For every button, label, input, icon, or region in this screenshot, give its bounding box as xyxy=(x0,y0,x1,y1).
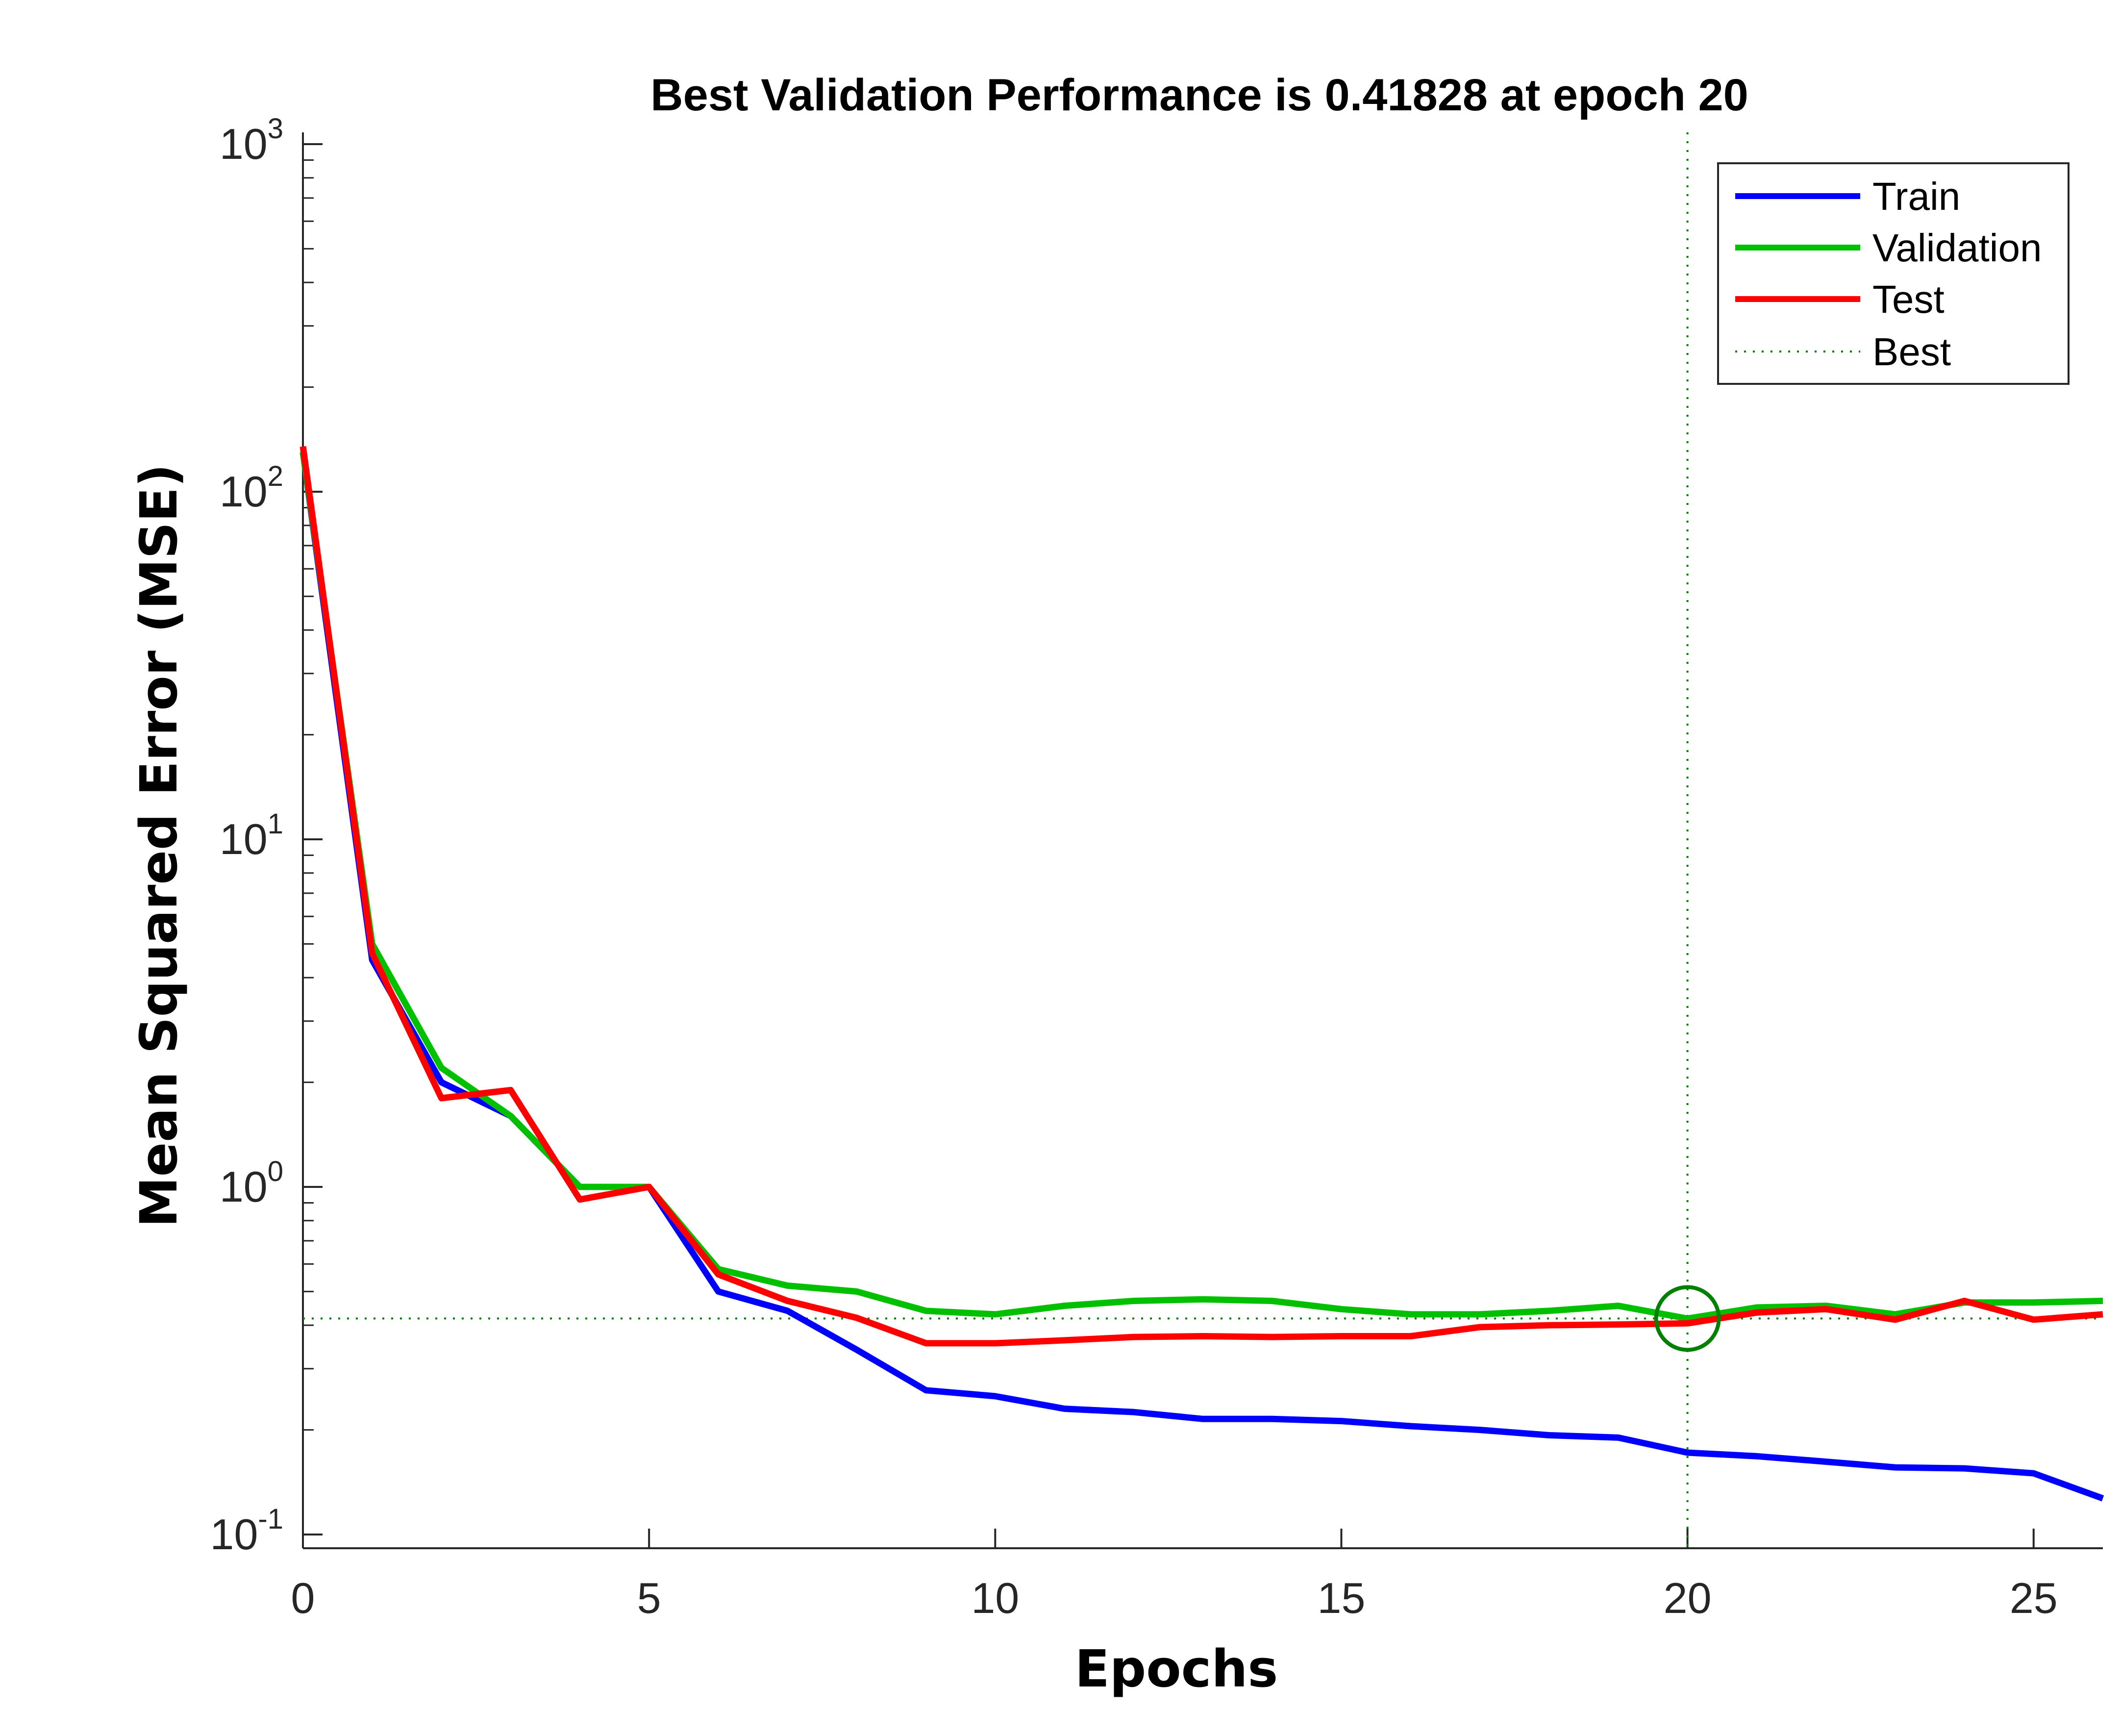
y-tick-label: 100 xyxy=(220,1156,283,1211)
x-tick-label: 10 xyxy=(971,1574,1019,1622)
y-tick-label: 101 xyxy=(220,808,283,863)
x-tick-label: 20 xyxy=(1664,1574,1712,1622)
x-tick-label: 15 xyxy=(1318,1574,1366,1622)
legend: Train Validation Test Best xyxy=(1717,162,2070,385)
legend-label-validation: Validation xyxy=(1872,226,2042,270)
legend-label-test: Test xyxy=(1872,277,1945,321)
series-line-test xyxy=(299,446,2103,1347)
x-tick-label: 0 xyxy=(291,1574,315,1622)
y-tick-label: 10-1 xyxy=(210,1503,283,1559)
series-line-train xyxy=(299,452,2104,1502)
y-minor-ticks xyxy=(303,159,314,1431)
legend-label-best: Best xyxy=(1872,330,1951,374)
legend-box xyxy=(1717,162,2070,385)
y-ticks: 10-1 100 101 102 103 xyxy=(210,113,323,1559)
y-axis-label: Mean Squared Error (MSE) xyxy=(129,464,189,1228)
x-axis-label: Epochs xyxy=(1075,1639,1278,1699)
y-tick-label: 103 xyxy=(220,113,283,168)
series-lines xyxy=(299,446,2104,1502)
x-tick-label: 5 xyxy=(637,1574,661,1622)
chart-title: Best Validation Performance is 0.41828 a… xyxy=(650,70,1748,120)
x-ticks: 0 5 10 15 20 25 xyxy=(291,1529,2058,1622)
series-line-validation xyxy=(299,452,2103,1322)
y-tick-label: 102 xyxy=(220,460,283,516)
best-marker xyxy=(1654,1285,1721,1352)
x-tick-label: 25 xyxy=(2010,1574,2058,1622)
legend-label-train: Train xyxy=(1872,175,1960,218)
